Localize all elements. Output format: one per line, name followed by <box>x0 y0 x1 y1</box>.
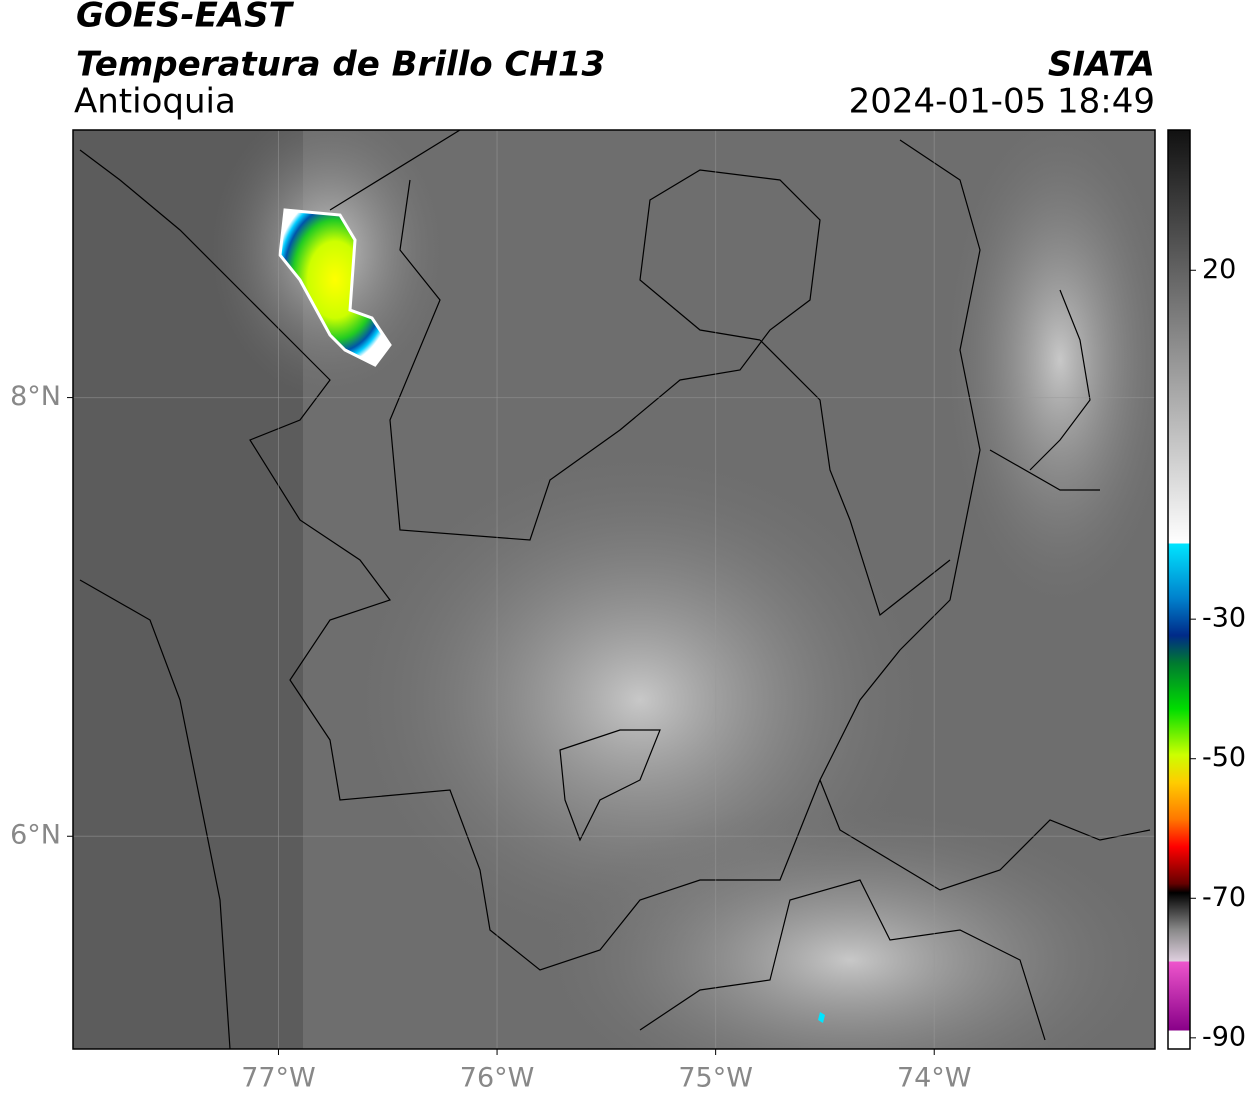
y-tick-label: 8°N <box>10 381 61 412</box>
colorbar-tick-label: -70 <box>1202 882 1246 913</box>
map-bright <box>940 130 1155 620</box>
title: GOES-EAST <box>76 0 295 36</box>
y-tick-label: 6°N <box>10 820 61 851</box>
map-frame <box>72 129 1156 1050</box>
colorbar-tick-label: -90 <box>1202 1021 1246 1052</box>
source: SIATA <box>1048 45 1155 85</box>
x-tick-label: 74°W <box>897 1063 972 1094</box>
colorbar-tick-label: -50 <box>1202 742 1246 773</box>
region: Antioquia <box>74 82 236 122</box>
timestamp: 2024-01-05 18:49 <box>849 82 1155 122</box>
colorbar <box>1167 129 1191 1050</box>
map-bright <box>530 800 1155 1049</box>
cloud-spot <box>818 1012 825 1023</box>
map-area <box>73 130 1155 1049</box>
grid <box>73 130 1155 1049</box>
x-tick-label: 77°W <box>241 1063 316 1094</box>
colorbar-tick-label: -30 <box>1202 603 1246 634</box>
x-tick-label: 76°W <box>460 1063 535 1094</box>
subtitle: Temperatura de Brillo CH13 <box>76 45 605 85</box>
x-tick-label: 75°W <box>678 1063 753 1094</box>
cloud-core <box>278 208 392 367</box>
colorbar-tick-label: 20 <box>1202 254 1236 285</box>
